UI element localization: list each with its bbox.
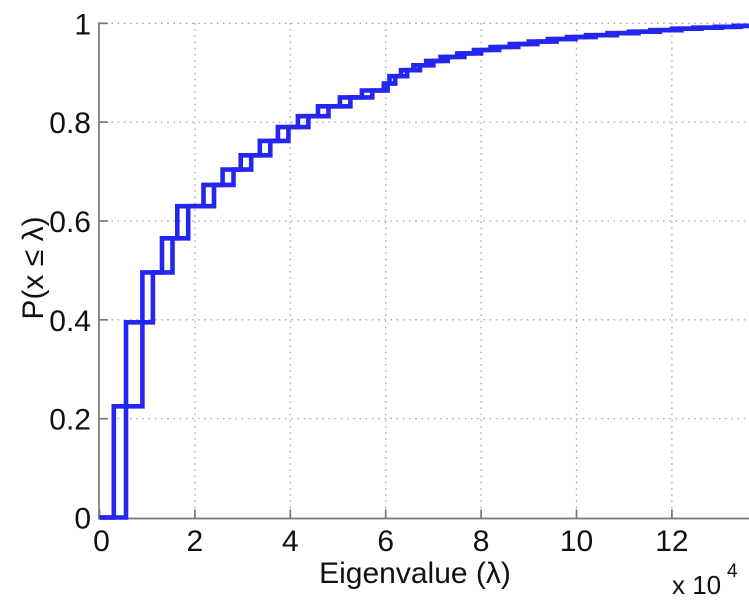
x-axis-multiplier: x 10 4 — [672, 561, 738, 600]
x-tick-label: 12 — [655, 525, 688, 558]
tick-labels: 0 2 4 6 8 10 12 0 0.2 0.4 0.6 0.8 1 — [49, 8, 688, 558]
tick-marks — [98, 22, 673, 519]
axes — [98, 22, 749, 520]
x-axis-multiplier-exponent: 4 — [727, 561, 738, 582]
y-tick-label: 0.8 — [49, 107, 91, 140]
y-tick-label: 0 — [74, 503, 91, 536]
x-tick-label: 10 — [560, 525, 593, 558]
x-axis-multiplier-base: x 10 — [672, 570, 721, 600]
x-tick-label: 0 — [93, 525, 110, 558]
ecdf-curve-2 — [99, 23, 749, 520]
x-tick-label: 4 — [282, 525, 299, 558]
x-tick-label: 8 — [473, 525, 490, 558]
grid-lines — [99, 22, 749, 519]
y-tick-label: 0.2 — [49, 404, 91, 437]
y-tick-label: 1 — [74, 8, 91, 41]
x-axis-label: Eigenvalue (λ) — [319, 557, 511, 590]
y-tick-label: 0.6 — [49, 206, 91, 239]
ecdf-curves — [99, 23, 749, 520]
x-tick-label: 2 — [187, 525, 204, 558]
x-tick-label: 6 — [377, 525, 394, 558]
ecdf-curve-1 — [99, 23, 749, 520]
y-tick-label: 0.4 — [49, 305, 91, 338]
y-axis-label: P(x ≤ λ) — [17, 216, 50, 319]
